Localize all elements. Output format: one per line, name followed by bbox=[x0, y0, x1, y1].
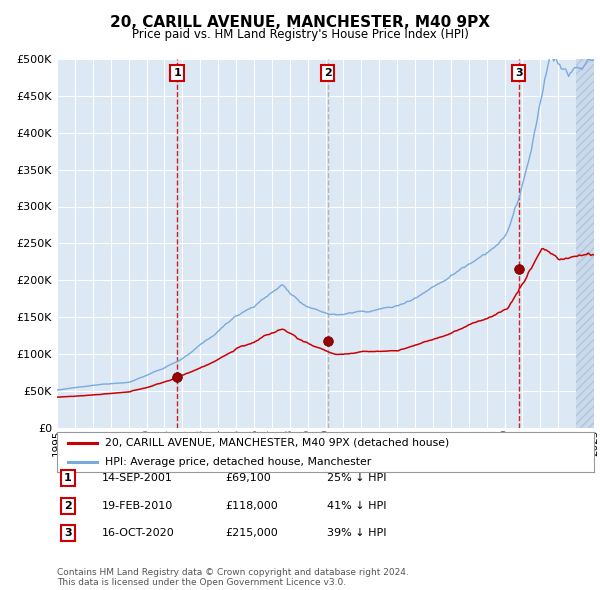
Bar bbox=[576, 59, 594, 428]
Text: 14-SEP-2001: 14-SEP-2001 bbox=[102, 473, 173, 483]
Text: 1: 1 bbox=[64, 473, 71, 483]
Text: 2: 2 bbox=[64, 501, 71, 510]
Text: Price paid vs. HM Land Registry's House Price Index (HPI): Price paid vs. HM Land Registry's House … bbox=[131, 28, 469, 41]
Text: HPI: Average price, detached house, Manchester: HPI: Average price, detached house, Manc… bbox=[106, 457, 371, 467]
Text: 16-OCT-2020: 16-OCT-2020 bbox=[102, 529, 175, 538]
Text: 3: 3 bbox=[515, 68, 523, 78]
Text: 1: 1 bbox=[173, 68, 181, 78]
Text: 20, CARILL AVENUE, MANCHESTER, M40 9PX (detached house): 20, CARILL AVENUE, MANCHESTER, M40 9PX (… bbox=[106, 438, 449, 448]
Text: 25% ↓ HPI: 25% ↓ HPI bbox=[327, 473, 386, 483]
Text: 20, CARILL AVENUE, MANCHESTER, M40 9PX: 20, CARILL AVENUE, MANCHESTER, M40 9PX bbox=[110, 15, 490, 30]
Text: £215,000: £215,000 bbox=[225, 529, 278, 538]
Text: 3: 3 bbox=[64, 529, 71, 538]
Text: Contains HM Land Registry data © Crown copyright and database right 2024.
This d: Contains HM Land Registry data © Crown c… bbox=[57, 568, 409, 587]
Text: £118,000: £118,000 bbox=[225, 501, 278, 510]
Text: 41% ↓ HPI: 41% ↓ HPI bbox=[327, 501, 386, 510]
Text: 2: 2 bbox=[324, 68, 332, 78]
Text: 19-FEB-2010: 19-FEB-2010 bbox=[102, 501, 173, 510]
Text: £69,100: £69,100 bbox=[225, 473, 271, 483]
Text: 39% ↓ HPI: 39% ↓ HPI bbox=[327, 529, 386, 538]
